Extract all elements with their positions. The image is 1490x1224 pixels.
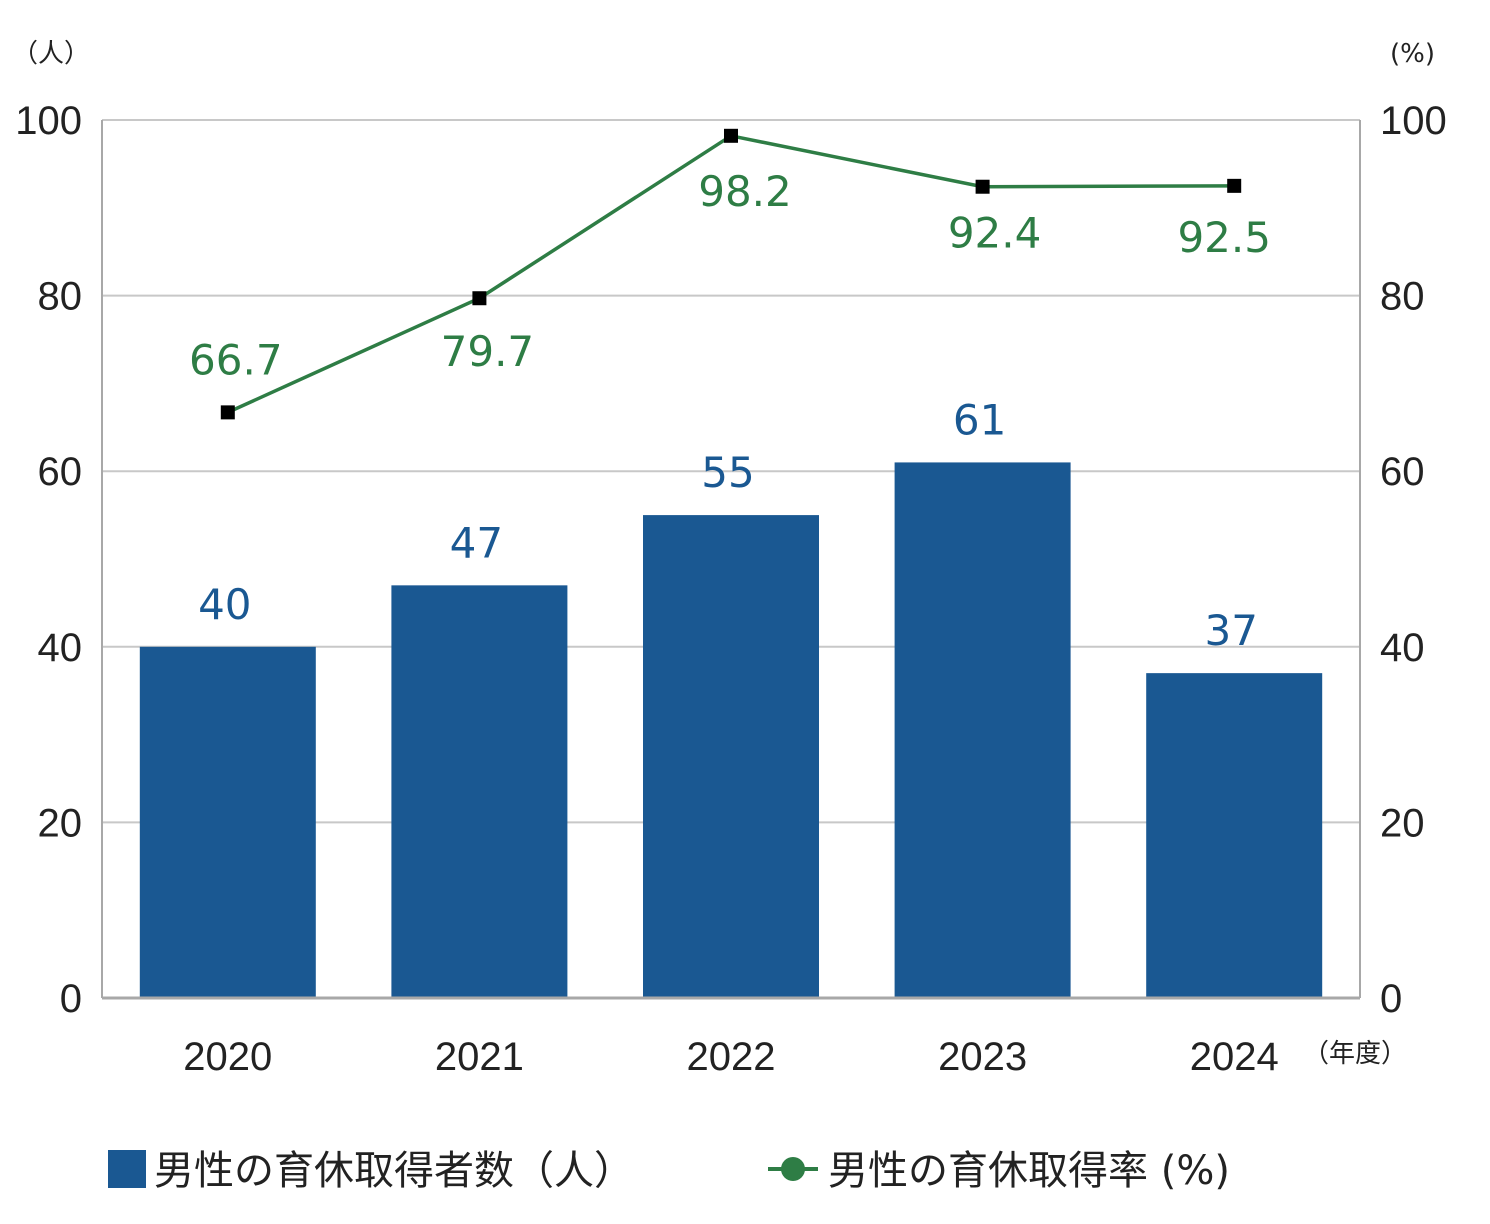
right-tick-label: 60 <box>1380 450 1425 494</box>
bar <box>1146 673 1323 998</box>
line-data-label: 66.7 <box>189 335 283 384</box>
line-series <box>220 128 1242 420</box>
right-axis-unit: (%) <box>1390 39 1435 69</box>
bar <box>894 462 1071 998</box>
plot-frame <box>101 120 1361 1000</box>
line-point <box>220 405 235 420</box>
data-labels: 40 47 55 61 37 66.7 79.7 98.2 92.4 92.5 <box>189 167 1271 655</box>
line-point <box>1227 178 1242 193</box>
bar <box>139 646 316 998</box>
legend-line-marker <box>781 1157 805 1181</box>
axis-labels: 0 20 40 60 80 100 0 20 40 60 80 100 2020 2021 2022 2023… <box>15 99 1447 1079</box>
right-tick-label: 20 <box>1380 801 1425 845</box>
bar-data-label: 55 <box>701 448 754 497</box>
left-axis-unit: （人） <box>12 39 90 69</box>
bar <box>643 515 819 998</box>
right-tick-label: 0 <box>1380 977 1402 1021</box>
right-tick-label: 80 <box>1380 275 1425 319</box>
right-tick-label: 40 <box>1380 626 1425 670</box>
x-tick-label: 2020 <box>183 1035 272 1079</box>
left-tick-label: 0 <box>60 977 82 1021</box>
x-tick-label: 2021 <box>435 1035 524 1079</box>
line-point <box>472 291 487 306</box>
left-tick-label: 100 <box>15 99 82 143</box>
bar-data-label: 37 <box>1204 606 1257 655</box>
line-data-label: 98.2 <box>698 167 792 216</box>
x-tick-label: 2024 <box>1190 1035 1279 1079</box>
line-data-label: 92.5 <box>1177 213 1271 262</box>
left-tick-label: 40 <box>38 626 83 670</box>
x-axis-unit: （年度） <box>1303 1039 1407 1069</box>
left-tick-label: 80 <box>38 275 83 319</box>
x-tick-label: 2023 <box>938 1035 1027 1079</box>
line-point <box>975 179 990 194</box>
bar-data-label: 40 <box>198 580 251 629</box>
line-data-label: 92.4 <box>948 209 1042 258</box>
legend: 男性の育休取得者数（人） 男性の育休取得率 (%) <box>108 1148 1230 1194</box>
legend-line-label: 男性の育休取得率 (%) <box>828 1148 1230 1194</box>
left-tick-label: 60 <box>38 450 83 494</box>
bar-data-label: 47 <box>450 518 503 567</box>
line-data-label: 79.7 <box>441 327 535 376</box>
x-tick-label: 2022 <box>687 1035 776 1079</box>
bar <box>391 585 568 998</box>
legend-bar-swatch <box>108 1150 146 1188</box>
bar-data-label: 61 <box>953 395 1006 444</box>
line-point <box>724 128 738 143</box>
right-tick-label: 100 <box>1380 99 1447 143</box>
legend-bar-label: 男性の育休取得者数（人） <box>154 1148 634 1194</box>
bar-series <box>139 462 1323 998</box>
left-tick-label: 20 <box>38 801 83 845</box>
